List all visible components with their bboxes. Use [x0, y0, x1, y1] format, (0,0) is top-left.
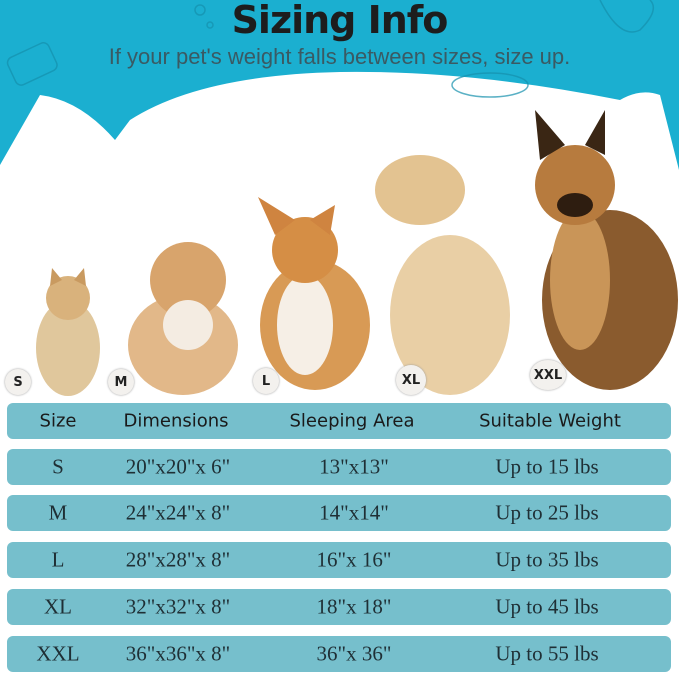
cat-image	[36, 268, 100, 396]
corgi-image	[258, 197, 370, 390]
size-badge-xl: XL	[396, 365, 426, 395]
cell-dimensions: 28"x28"x 8"	[125, 547, 231, 572]
cell-size: M	[48, 500, 68, 525]
page-title: Sizing Info	[231, 0, 449, 42]
cell-size: XL	[44, 594, 72, 619]
cell-size: XXL	[36, 641, 80, 666]
table-row: L 28"x28"x 8" 16"x 16" Up to 35 lbs	[7, 542, 671, 578]
size-badge-l: L	[253, 368, 279, 394]
cell-dimensions: 20"x20"x 6"	[125, 454, 231, 479]
table-row: M 24"x24"x 8" 14"x14" Up to 25 lbs	[7, 495, 671, 531]
cell-weight: Up to 35 lbs	[495, 547, 599, 572]
table-header: Size Dimensions Sleeping Area Suitable W…	[7, 403, 671, 439]
cell-weight: Up to 45 lbs	[495, 594, 599, 619]
cell-size: L	[51, 547, 65, 572]
header-sleeping-area: Sleeping Area	[289, 410, 415, 432]
size-badge-s: S	[5, 369, 31, 395]
cell-dimensions: 36"x36"x 8"	[125, 641, 231, 666]
header-suitable-weight: Suitable Weight	[479, 410, 621, 432]
table-row: S 20"x20"x 6" 13"x13" Up to 15 lbs	[7, 449, 671, 485]
size-badge-xxl: XXL	[530, 360, 566, 390]
cell-weight: Up to 25 lbs	[495, 500, 599, 525]
header-size: Size	[39, 410, 77, 432]
header-dimensions: Dimensions	[123, 410, 229, 432]
cell-dimensions: 32"x32"x 8"	[125, 594, 231, 619]
cell-sleeping-area: 14"x14"	[319, 500, 389, 525]
cell-dimensions: 24"x24"x 8"	[125, 500, 231, 525]
cell-sleeping-area: 36"x 36"	[316, 641, 392, 666]
german-shepherd-image	[535, 110, 678, 390]
cell-sleeping-area: 13"x13"	[319, 454, 389, 479]
cell-sleeping-area: 18"x 18"	[316, 594, 392, 619]
cell-weight: Up to 55 lbs	[495, 641, 599, 666]
cell-weight: Up to 15 lbs	[495, 454, 599, 479]
cell-sleeping-area: 16"x 16"	[316, 547, 392, 572]
header-background	[0, 0, 679, 170]
small-dog-image	[128, 242, 238, 395]
page-subtitle: If your pet's weight falls between sizes…	[108, 44, 571, 69]
table-row: XXL 36"x36"x 8" 36"x 36" Up to 55 lbs	[7, 636, 671, 672]
cell-size: S	[52, 454, 64, 479]
golden-retriever-image	[375, 155, 510, 395]
size-badge-m: M	[108, 369, 134, 395]
table-row: XL 32"x32"x 8" 18"x 18" Up to 45 lbs	[7, 589, 671, 625]
